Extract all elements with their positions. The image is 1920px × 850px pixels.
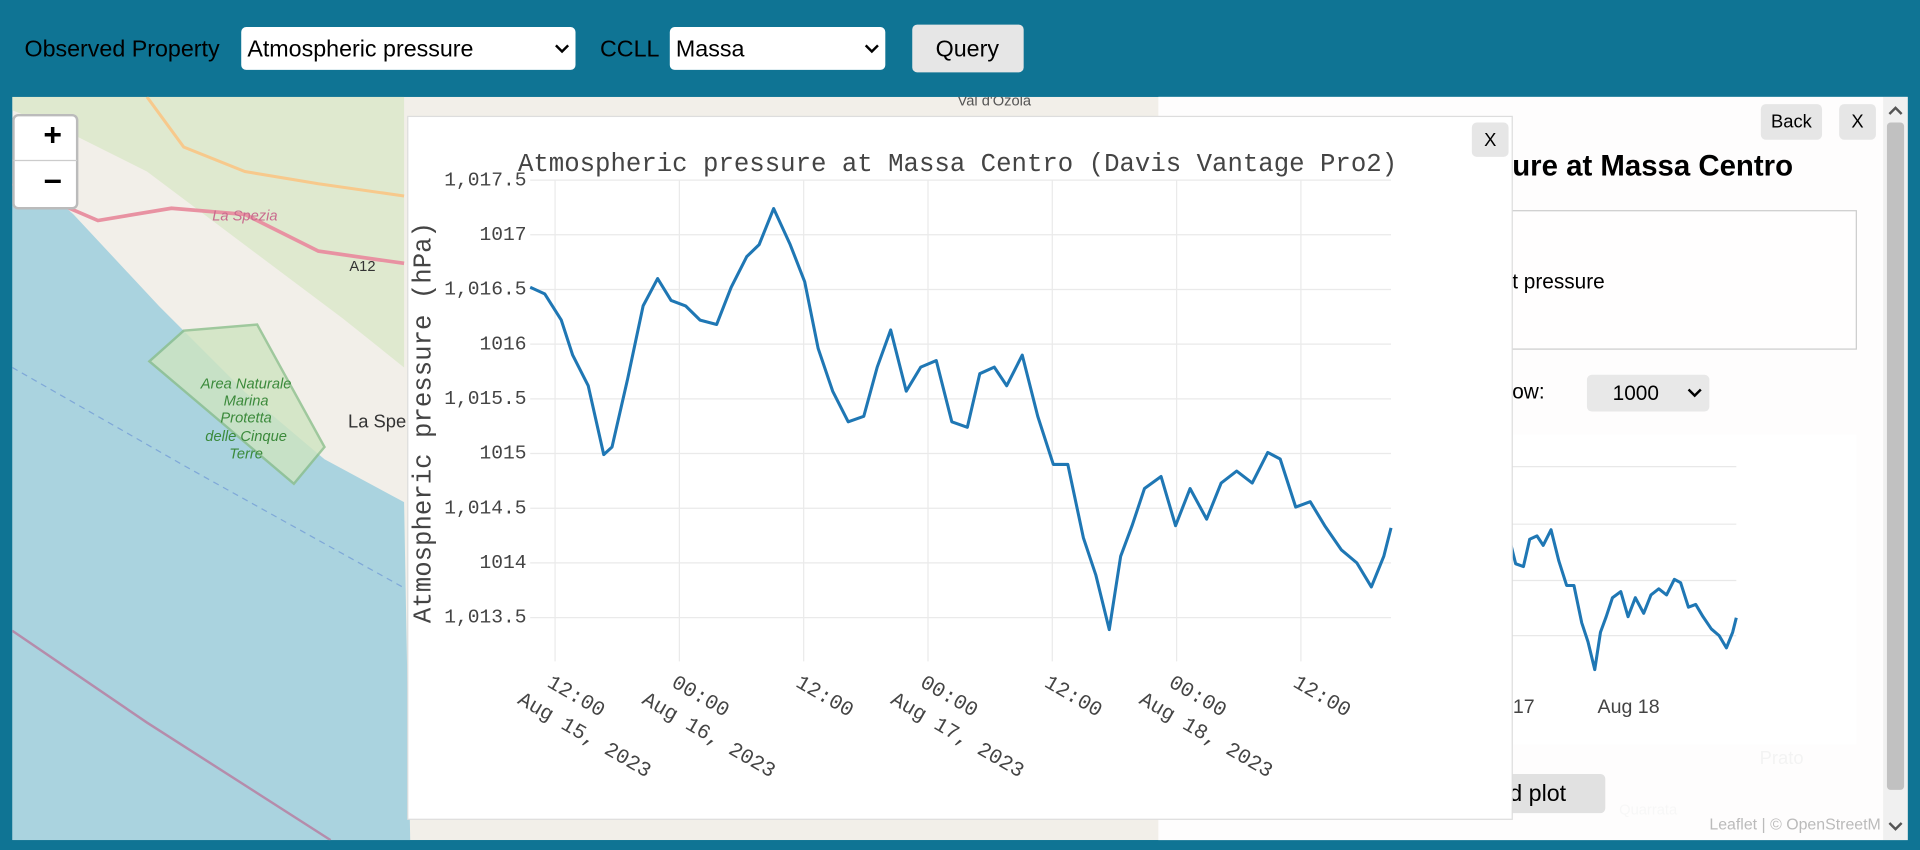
property-label: Observed Property	[24, 35, 220, 61]
map-label: Val d'Ozola	[958, 94, 1032, 110]
close-button[interactable]	[1839, 104, 1876, 140]
select-arrow	[864, 44, 879, 54]
back-label: Back	[1771, 110, 1813, 131]
road	[12, 182, 405, 266]
info-box	[1444, 210, 1857, 350]
property-value: Atmospheric pressure	[247, 35, 473, 61]
boundary	[12, 629, 332, 841]
popup-close-label: X	[1484, 129, 1496, 150]
query-label: Query	[936, 35, 1000, 61]
property-info: t pressure	[1512, 270, 1604, 293]
property-select[interactable]	[241, 27, 576, 70]
marine-area	[147, 323, 326, 486]
vegetation	[12, 96, 405, 368]
ccll-select[interactable]	[669, 27, 886, 70]
query-button[interactable]	[912, 24, 1024, 73]
scroll-up[interactable]	[1888, 106, 1903, 115]
y-axis-label: Atmospheric pressure (hPa)	[409, 222, 438, 623]
map-label: Terre	[229, 446, 263, 462]
sea	[12, 159, 411, 841]
attribution: Leaflet | © OpenStreetM	[1709, 817, 1880, 834]
zoom-out[interactable]: −	[43, 163, 62, 199]
y-tick-label: 1,016.5	[444, 279, 526, 301]
rows-value: 1000	[1613, 382, 1659, 405]
zoom-control	[12, 113, 79, 210]
chart-title: Atmospheric pressure at Massa Centro (Da…	[518, 150, 1397, 179]
popup-bg	[407, 115, 1513, 820]
rows-select[interactable]	[1586, 374, 1710, 412]
rows-label: ow:	[1512, 381, 1544, 404]
zoom-in[interactable]: +	[43, 117, 62, 153]
ccll-value: Massa	[676, 35, 745, 61]
y-tick-label: 1,015.5	[444, 388, 526, 410]
close-label: X	[1851, 110, 1863, 131]
y-tick-label: 1014	[480, 552, 527, 574]
map-label: La Spe	[348, 410, 406, 431]
y-tick-label: 1,014.5	[444, 497, 526, 519]
y-tick-label: 1016	[480, 333, 527, 355]
map-label: La Spezia	[212, 209, 277, 225]
select-arrow	[555, 44, 570, 54]
map-label: Protetta	[220, 411, 271, 427]
y-tick-label: 1017	[480, 224, 527, 246]
y-tick-label: 1,017.5	[444, 169, 526, 191]
select-arrow	[1687, 388, 1702, 398]
mini-x-tick: Aug 18	[1598, 696, 1660, 718]
road	[145, 96, 405, 198]
scroll-thumb[interactable]	[1886, 122, 1905, 790]
map-label: delle Cinque	[205, 429, 287, 445]
scroll-down[interactable]	[1888, 822, 1903, 831]
panel-heading: ure at Massa Centro	[1512, 150, 1793, 183]
mini-chart-bg	[1444, 434, 1857, 745]
popup-close[interactable]	[1471, 122, 1509, 157]
ccll-label: CCLL	[600, 35, 660, 61]
data-line	[529, 207, 1393, 632]
map-label: Marina	[224, 394, 269, 410]
popup: X Atmospheric pressure at Massa Centro (…	[407, 115, 1513, 820]
y-tick-label: 1,013.5	[444, 607, 526, 629]
y-tick-label: 1015	[480, 443, 527, 465]
map-label: A12	[349, 259, 375, 275]
map-label: Area Naturale	[200, 376, 292, 392]
back-button[interactable]	[1760, 104, 1823, 140]
mini-data-line	[1469, 515, 1738, 672]
sea-line	[12, 366, 405, 589]
